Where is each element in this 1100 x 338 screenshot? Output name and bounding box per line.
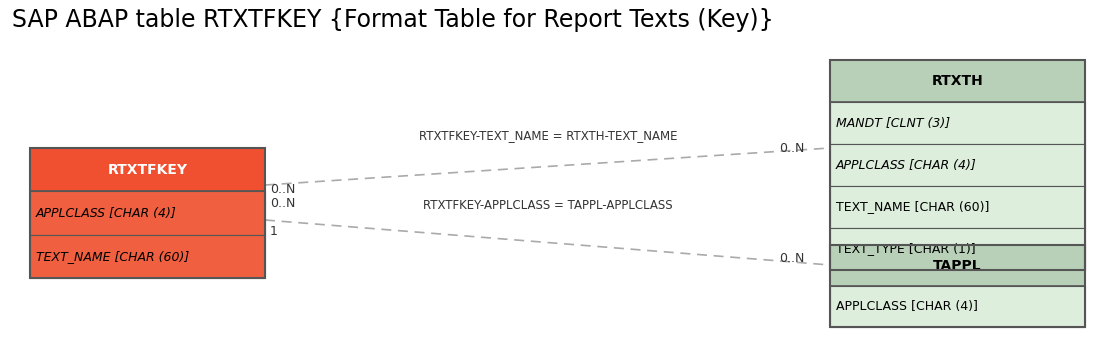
Bar: [830, 245, 1085, 327]
Bar: [30, 235, 265, 278]
Bar: [830, 60, 1085, 102]
Text: 0..N: 0..N: [270, 197, 296, 210]
Text: RTXTH: RTXTH: [932, 74, 983, 88]
Text: APPLCLASS [CHAR (4)]: APPLCLASS [CHAR (4)]: [836, 159, 977, 171]
Text: APPLCLASS [CHAR (4)]: APPLCLASS [CHAR (4)]: [36, 207, 177, 219]
Text: TEXT_NAME [CHAR (60)]: TEXT_NAME [CHAR (60)]: [36, 250, 189, 263]
Bar: [830, 245, 1085, 286]
Text: RTXTFKEY: RTXTFKEY: [108, 163, 187, 177]
Text: TAPPL: TAPPL: [933, 259, 982, 272]
Bar: [830, 228, 1085, 270]
Text: 0..N: 0..N: [270, 183, 296, 196]
Bar: [830, 102, 1085, 144]
Text: RTXTFKEY-TEXT_NAME = RTXTH-TEXT_NAME: RTXTFKEY-TEXT_NAME = RTXTH-TEXT_NAME: [419, 129, 678, 142]
Bar: [30, 191, 265, 235]
Bar: [30, 148, 265, 191]
Bar: [830, 60, 1085, 270]
Text: 1: 1: [270, 225, 278, 238]
Bar: [830, 286, 1085, 327]
Text: TEXT_TYPE [CHAR (1)]: TEXT_TYPE [CHAR (1)]: [836, 242, 976, 256]
Text: 0..N: 0..N: [780, 251, 805, 265]
Text: SAP ABAP table RTXTFKEY {Format Table for Report Texts (Key)}: SAP ABAP table RTXTFKEY {Format Table fo…: [12, 8, 773, 32]
Text: RTXTFKEY-APPLCLASS = TAPPL-APPLCLASS: RTXTFKEY-APPLCLASS = TAPPL-APPLCLASS: [424, 199, 673, 212]
Text: MANDT [CLNT (3)]: MANDT [CLNT (3)]: [836, 117, 950, 129]
Bar: [30, 148, 265, 278]
Bar: [830, 144, 1085, 186]
Text: APPLCLASS [CHAR (4)]: APPLCLASS [CHAR (4)]: [836, 300, 978, 313]
Text: 0..N: 0..N: [780, 142, 805, 154]
Text: TEXT_NAME [CHAR (60)]: TEXT_NAME [CHAR (60)]: [836, 200, 989, 214]
Bar: [830, 186, 1085, 228]
